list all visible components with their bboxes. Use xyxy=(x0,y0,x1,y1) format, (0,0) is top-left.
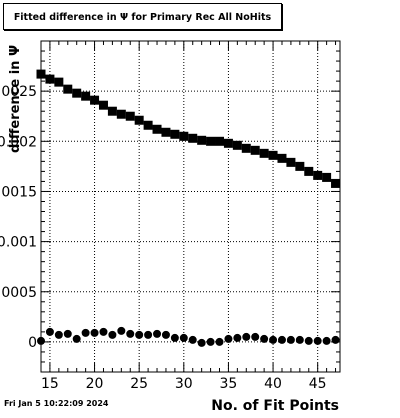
y-tick-label: 0.001 xyxy=(0,235,37,251)
circle-marker xyxy=(90,328,99,337)
circle-marker xyxy=(322,336,331,345)
circle-marker xyxy=(72,334,81,343)
square-marker xyxy=(206,136,216,146)
circle-marker xyxy=(242,332,251,341)
square-marker xyxy=(250,145,260,155)
circle-marker xyxy=(54,330,63,339)
square-marker xyxy=(179,131,189,141)
circle-marker xyxy=(179,333,188,342)
tick-layer xyxy=(40,41,340,373)
grid-layer xyxy=(41,41,340,372)
circle-marker xyxy=(81,328,90,337)
circle-marker xyxy=(153,329,162,338)
label-layer: 15 20 25 30 35 40 45 0 0.0005 0.001 0.0015 0.002 0.0… xyxy=(0,45,339,414)
square-marker xyxy=(54,77,64,87)
circle-marker xyxy=(161,330,170,339)
y-tick-label: 0 xyxy=(28,335,37,351)
square-marker xyxy=(304,166,314,176)
square-marker xyxy=(107,106,117,116)
circle-marker xyxy=(206,337,215,346)
timestamp-footer: Fri Jan 5 10:22:09 2024 xyxy=(4,399,109,408)
square-marker xyxy=(197,135,207,145)
square-marker xyxy=(90,95,100,105)
y-tick-label: 0.0005 xyxy=(0,285,37,301)
x-axis-title: No. of Fit Points xyxy=(211,398,339,414)
square-marker xyxy=(259,148,269,158)
circle-marker xyxy=(144,330,153,339)
square-marker xyxy=(134,115,144,125)
circle-marker xyxy=(63,329,72,338)
square-marker xyxy=(188,133,198,143)
circle-marker xyxy=(99,327,108,336)
x-tick-label: 15 xyxy=(41,376,59,392)
circle-marker xyxy=(269,335,278,344)
circle-marker xyxy=(260,334,269,343)
x-tick-label: 35 xyxy=(220,376,238,392)
circle-marker xyxy=(215,337,224,346)
y-tick-label: 0.0025 xyxy=(0,84,37,100)
square-marker xyxy=(81,91,91,101)
square-marker xyxy=(152,124,162,134)
square-marker xyxy=(313,170,323,180)
square-marker xyxy=(215,136,225,146)
circle-marker xyxy=(313,336,322,345)
y-tick-label: 0.002 xyxy=(0,134,37,150)
square-marker xyxy=(322,172,332,182)
marker-layer xyxy=(36,69,341,347)
square-marker xyxy=(170,129,180,139)
circle-marker xyxy=(117,326,126,335)
circle-marker xyxy=(331,335,340,344)
square-marker xyxy=(232,140,242,150)
circle-marker xyxy=(295,335,304,344)
circle-marker xyxy=(277,335,286,344)
chart-title: Fitted difference in Ψ for Primary Rec A… xyxy=(13,12,272,23)
square-marker xyxy=(116,109,126,119)
square-marker xyxy=(143,120,153,130)
y-axis-title: difference in Ψ xyxy=(8,45,23,153)
circle-marker xyxy=(233,333,242,342)
square-marker xyxy=(286,157,296,167)
plot-frame xyxy=(40,40,341,373)
square-marker xyxy=(98,100,108,110)
square-marker xyxy=(277,153,287,163)
circle-marker xyxy=(126,329,135,338)
x-tick-label: 20 xyxy=(86,376,104,392)
title-box: Fitted difference in Ψ for Primary Rec A… xyxy=(3,3,282,30)
square-marker xyxy=(331,178,341,188)
circle-marker xyxy=(251,332,260,341)
circle-marker xyxy=(224,334,233,343)
circle-marker xyxy=(286,335,295,344)
x-tick-label: 45 xyxy=(309,376,327,392)
circle-marker xyxy=(197,338,206,347)
circle-marker xyxy=(170,333,179,342)
square-marker xyxy=(295,161,305,171)
square-marker xyxy=(45,74,55,84)
circle-marker xyxy=(45,327,54,336)
y-tick-label: 0.0015 xyxy=(0,184,37,200)
square-marker xyxy=(125,111,135,121)
x-tick-label: 25 xyxy=(130,376,148,392)
circle-marker xyxy=(188,335,197,344)
square-marker xyxy=(161,127,171,137)
circle-marker xyxy=(108,330,117,339)
circle-marker xyxy=(135,330,144,339)
x-tick-label: 40 xyxy=(264,376,282,392)
square-marker xyxy=(223,138,233,148)
x-tick-label: 30 xyxy=(175,376,193,392)
square-marker xyxy=(72,88,82,98)
square-marker xyxy=(241,143,251,153)
square-marker xyxy=(268,150,278,160)
square-marker xyxy=(63,84,73,94)
circle-marker xyxy=(304,336,313,345)
